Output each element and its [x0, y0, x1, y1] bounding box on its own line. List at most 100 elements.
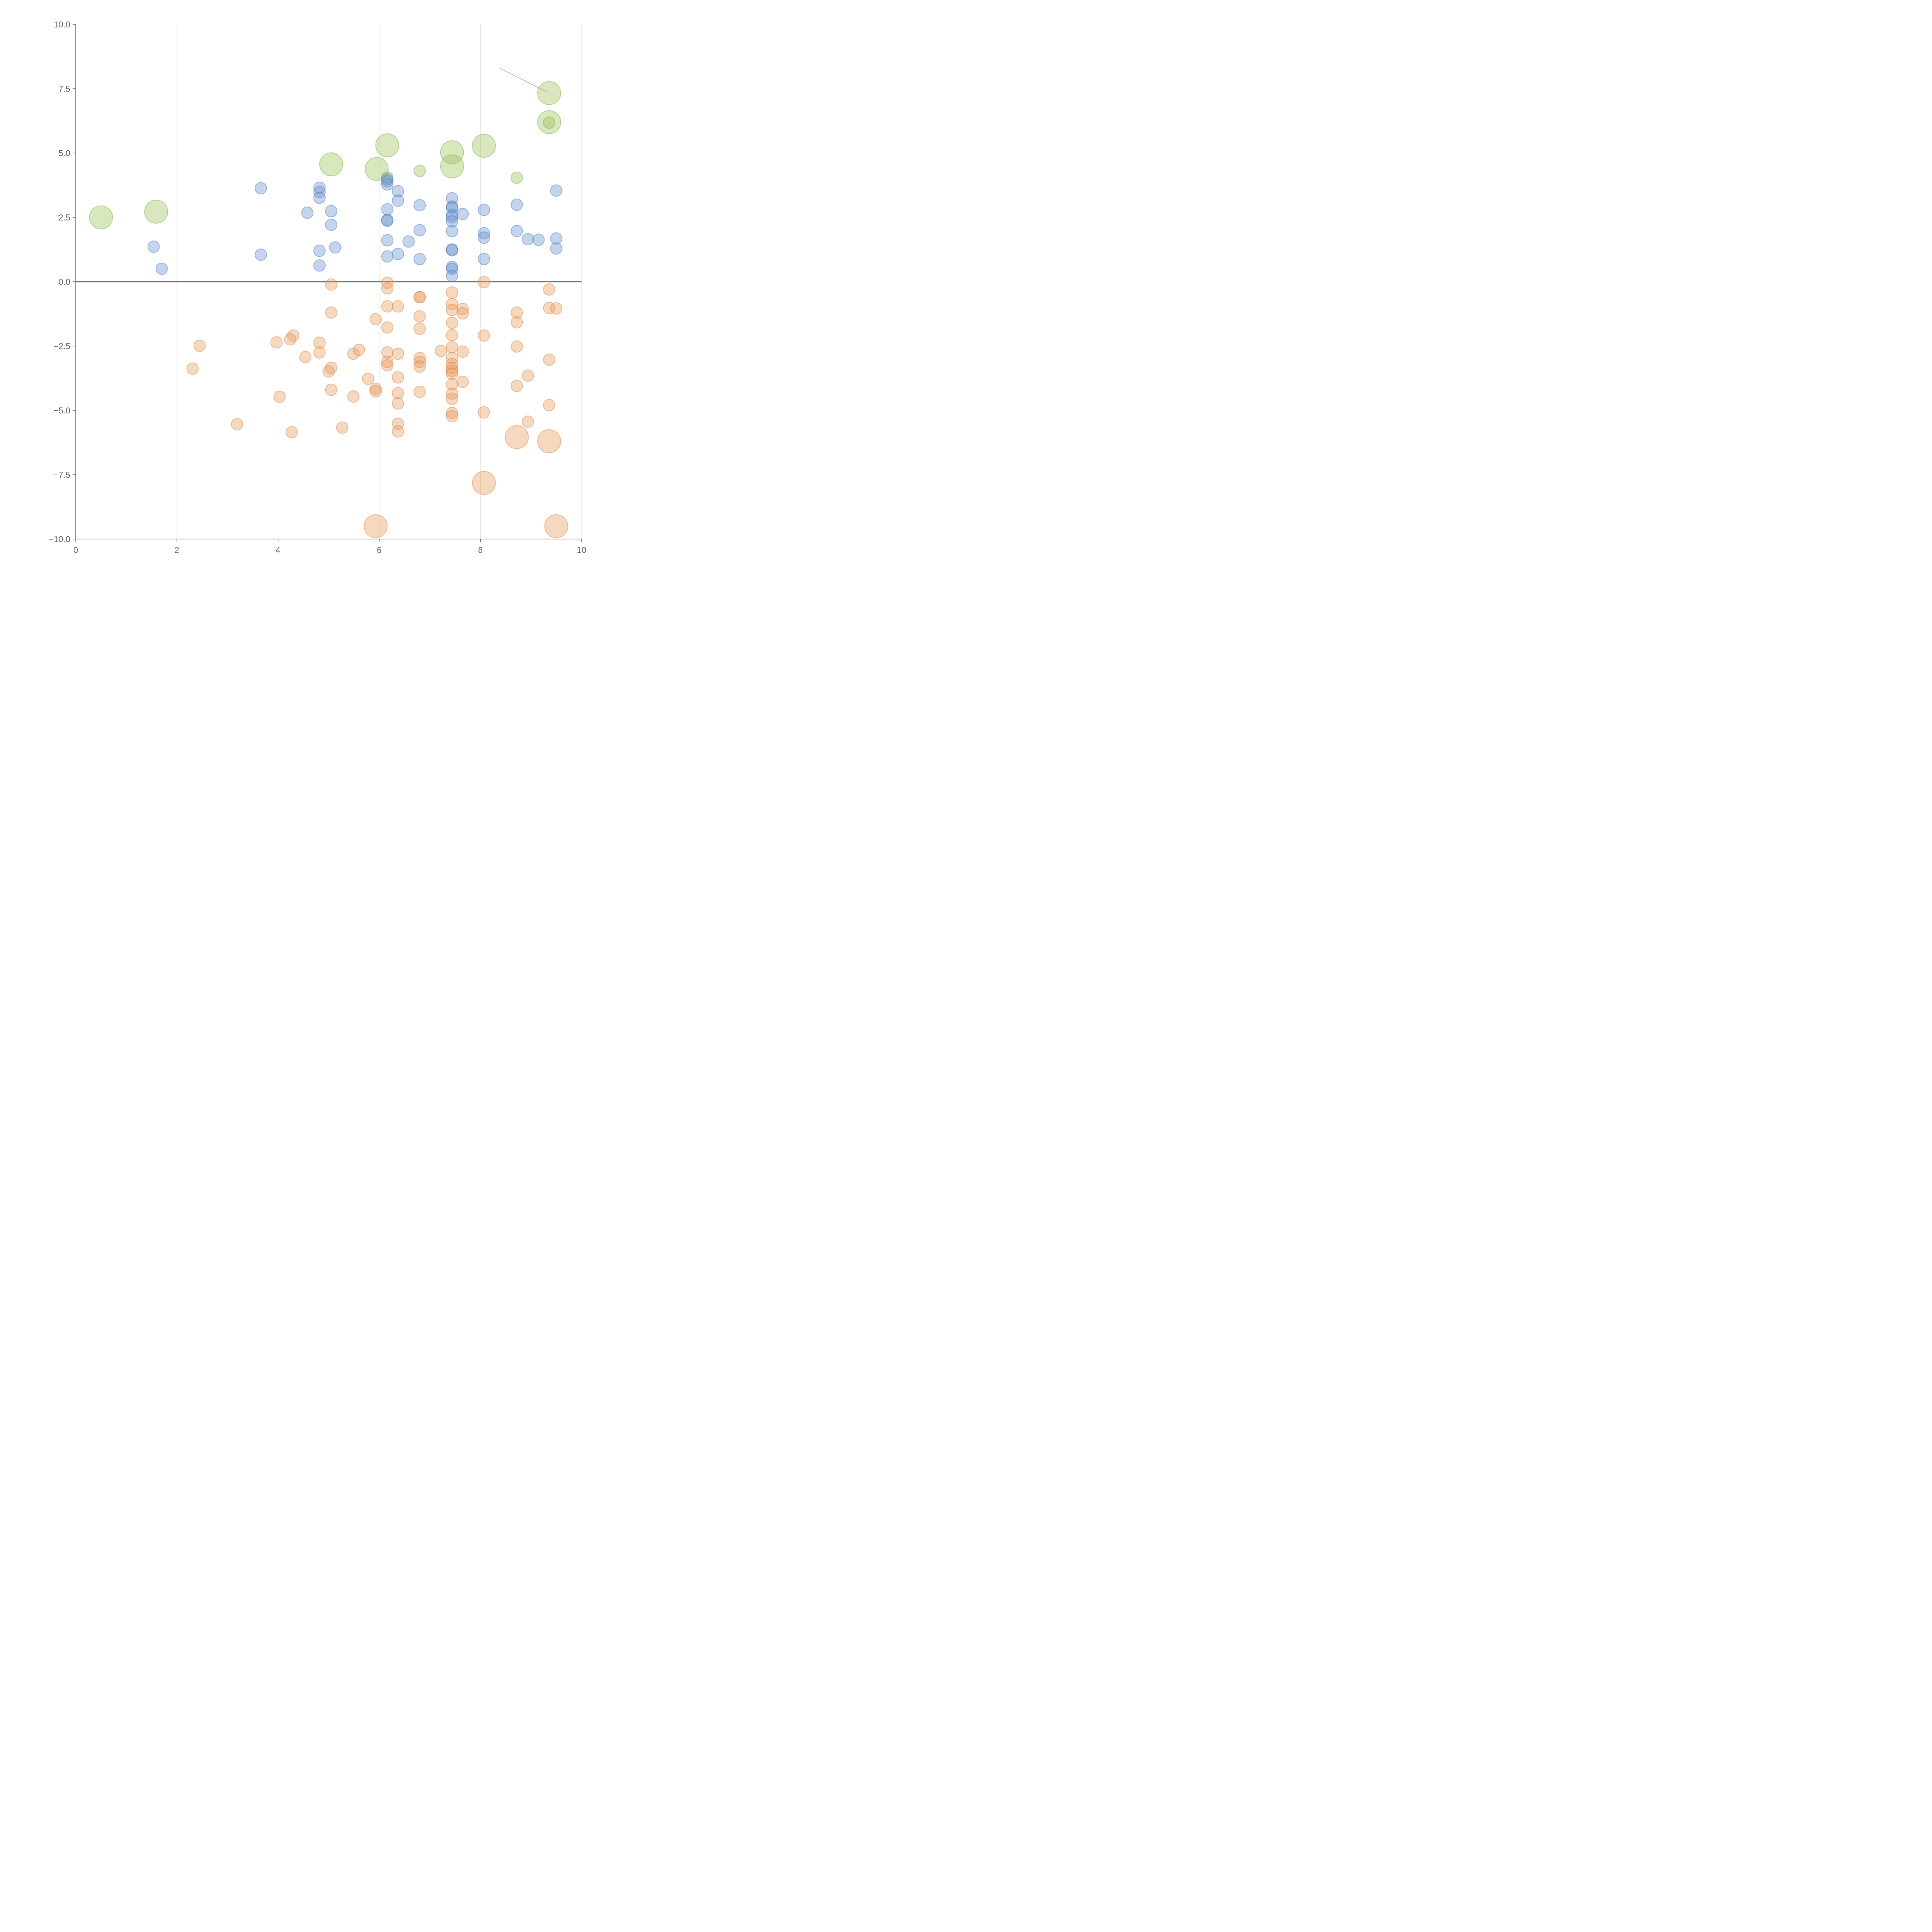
green-point — [543, 116, 556, 129]
data-points — [89, 81, 568, 538]
orange-point — [313, 336, 326, 349]
orange-point — [347, 390, 360, 403]
blue-point — [478, 204, 490, 216]
blue-point — [381, 234, 394, 247]
blue-point — [522, 233, 534, 246]
y-tick-label: −2.5 — [54, 342, 70, 351]
orange-point — [510, 306, 523, 319]
orange-point — [325, 383, 338, 396]
orange-point — [287, 329, 299, 342]
green-point — [144, 199, 168, 224]
blue-point — [147, 240, 160, 253]
orange-point — [325, 306, 338, 319]
blue-point — [446, 262, 458, 275]
orange-point — [186, 362, 199, 375]
blue-point — [550, 184, 563, 197]
orange-point — [456, 345, 469, 358]
orange-point — [446, 393, 458, 405]
orange-point — [325, 362, 338, 374]
orange-point — [543, 283, 556, 296]
blue-point — [325, 218, 338, 231]
orange-point — [413, 291, 426, 303]
orange-point — [505, 425, 529, 449]
scatter-chart: 0 2 4 6 8 10 −10.0 −7.5 −5.0 −2.5 0.0 2.5 5.0 7.5 10.0 — [49, 20, 586, 555]
orange-point — [391, 425, 404, 438]
blue-point — [391, 185, 404, 197]
blue-point — [550, 232, 563, 245]
orange-point — [456, 303, 469, 315]
x-tick-label: 4 — [276, 545, 280, 555]
blue-point — [413, 224, 426, 236]
x-tick-label: 2 — [175, 545, 179, 555]
x-tick-label: 6 — [377, 545, 381, 555]
orange-point — [381, 321, 394, 334]
orange-point — [369, 383, 382, 395]
orange-point — [446, 358, 458, 371]
blue-point — [446, 261, 458, 274]
orange-point — [446, 286, 458, 299]
orange-point — [336, 421, 349, 434]
blue-point — [391, 248, 404, 260]
green-point — [440, 154, 464, 179]
blue-point — [325, 205, 338, 218]
blue-point — [478, 231, 490, 244]
orange-point — [456, 376, 469, 388]
orange-point — [446, 362, 458, 374]
orange-point — [446, 304, 458, 316]
blue-point — [446, 211, 458, 224]
y-tick-label: −5.0 — [54, 406, 70, 415]
orange-point — [478, 406, 490, 419]
orange-point — [391, 347, 404, 360]
orange-point — [299, 351, 312, 364]
orange-point — [362, 372, 374, 385]
orange-point — [322, 365, 335, 378]
orange-point — [478, 329, 490, 342]
blue-point — [255, 248, 267, 261]
orange-point — [381, 359, 394, 372]
blue-point — [313, 245, 326, 257]
green-point — [510, 171, 523, 184]
orange-point — [413, 291, 426, 303]
orange-point — [325, 278, 338, 291]
y-tick-label: 5.0 — [58, 148, 70, 158]
orange-point — [391, 417, 404, 430]
ticks: 0 2 4 6 8 10 −10.0 −7.5 −5.0 −2.5 0.0 2.5 5.0 7.5 10.0 — [49, 20, 586, 555]
green-point — [375, 133, 400, 158]
blue-point — [313, 191, 326, 204]
orange-point — [381, 276, 394, 289]
blue-point — [413, 253, 426, 265]
orange-point — [510, 316, 523, 329]
blue-point — [446, 244, 458, 257]
blue-point — [381, 203, 394, 216]
blue-point — [456, 207, 469, 220]
blue-point — [313, 181, 326, 194]
orange-point — [364, 514, 388, 538]
x-tick-label: 10 — [577, 545, 586, 555]
orange-point — [353, 344, 366, 356]
orange-point — [478, 276, 490, 289]
orange-point — [446, 378, 458, 391]
blue-point — [381, 250, 394, 263]
blue-point — [478, 227, 490, 240]
orange-point — [544, 514, 568, 538]
blue-point — [155, 262, 168, 275]
blue-point — [329, 241, 342, 254]
orange-point — [381, 355, 394, 368]
blue-point — [446, 208, 458, 221]
blue-point — [478, 253, 490, 265]
orange-point — [381, 300, 394, 313]
green-point — [364, 157, 389, 181]
green-point — [413, 165, 426, 177]
y-tick-label: −7.5 — [54, 470, 70, 480]
orange-point — [543, 353, 556, 366]
blue-point — [255, 182, 267, 195]
orange-point — [446, 341, 458, 354]
green-point — [381, 171, 394, 184]
blue-point — [381, 214, 394, 226]
blue-point — [446, 200, 458, 213]
orange-point — [446, 329, 458, 342]
green-point — [472, 134, 496, 158]
green-point — [319, 152, 344, 177]
orange-point — [391, 397, 404, 410]
orange-point — [270, 336, 283, 349]
